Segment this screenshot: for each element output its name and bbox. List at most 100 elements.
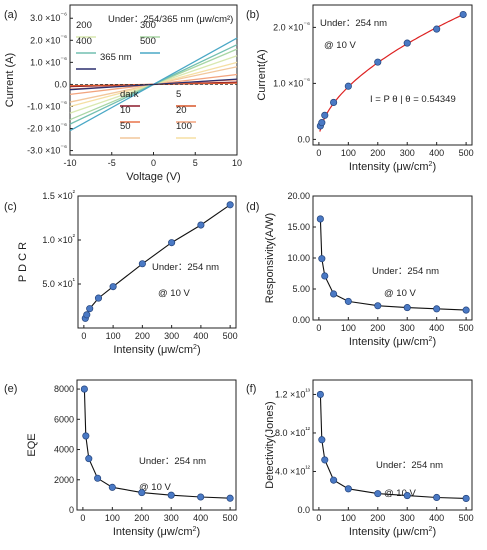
y-tick-label: 8.0 ×10¹² <box>275 427 311 438</box>
plot-frame <box>312 379 473 511</box>
data-point <box>462 494 470 502</box>
x-tick-label: 500 <box>223 331 238 341</box>
legend-entry-300: 300 <box>140 20 156 31</box>
data-point <box>330 98 338 106</box>
series-line <box>319 394 467 499</box>
data-point <box>138 489 146 497</box>
data-point <box>344 485 352 493</box>
annotation-condition: Under：254 nm <box>376 460 443 471</box>
fit-label: I = P θ | θ = 0.54349 <box>370 94 456 105</box>
legend-entry-100: 100 <box>176 121 192 132</box>
data-point <box>86 305 94 313</box>
y-tick-label: 0.00 <box>292 315 310 325</box>
y-tick-label: 6000 <box>54 414 74 424</box>
panel-b: (b) 0 100 200 300 400 500 0.0 1.0 ×10⁻⁶ 2.0 ×10⁻⁶… <box>246 4 474 173</box>
data-point <box>138 260 146 268</box>
x-tick-label: 300 <box>164 331 179 341</box>
data-point <box>403 39 411 47</box>
y-tick-label: 0.0 <box>54 79 67 89</box>
x-axis-label: Intensity (μw/cm2) <box>349 161 436 173</box>
data-point <box>168 239 176 247</box>
x-tick-label: 400 <box>193 331 208 341</box>
panel-label: (c) <box>4 201 17 213</box>
x-tick-label: 500 <box>459 148 474 158</box>
annotation-condition: Under：254 nm <box>152 262 219 273</box>
data-point <box>330 476 338 484</box>
y-tick-label: -3.0 ×10⁻⁶ <box>27 145 67 156</box>
y-tick-label: 10.00 <box>287 253 310 263</box>
x-tick-label: 500 <box>223 513 238 523</box>
legend-entry-20: 20 <box>176 105 187 116</box>
data-point <box>94 294 103 302</box>
y-tick-label: 2.0 ×10⁻⁶ <box>273 21 310 32</box>
x-tick-label: 100 <box>105 513 120 523</box>
x-tick-label: 400 <box>429 148 444 158</box>
legend-entry-5: 5 <box>176 89 181 100</box>
legend-entry-200: 200 <box>76 20 92 31</box>
y-axis-label: EQE <box>26 433 38 456</box>
x-tick-label: 100 <box>341 323 356 333</box>
x-tick-label: 5 <box>193 158 198 168</box>
y-tick-label: 15.00 <box>287 222 310 232</box>
legend-entry-365-nm: 365 nm <box>100 52 132 63</box>
panel-c: (c) 0 100 200 300 400 500 5.0 ×10¹ 1.0 ×10² 1.5 ×… <box>4 190 238 356</box>
data-point <box>108 483 116 491</box>
data-point <box>433 305 441 313</box>
y-tick-label: 1.0 ×10⁻⁶ <box>273 77 310 88</box>
data-point <box>316 215 324 223</box>
data-point <box>318 436 326 444</box>
data-point <box>321 456 329 464</box>
plot-frame <box>312 4 473 146</box>
annotation-bias: @ 10 V <box>324 40 356 51</box>
x-tick-label: 0 <box>81 331 86 341</box>
legend-title: Under：254/365 nm (μw/cm²) <box>108 14 233 25</box>
y-tick-label: 2000 <box>54 475 74 485</box>
y-tick-label: 1.2 ×10¹³ <box>275 388 311 399</box>
panel-label: (e) <box>4 383 17 395</box>
x-axis-label: Intensity (μw/cm2) <box>349 526 436 538</box>
panel-d: (d) 0 100 200 300 400 500 0.00 5.00 10.00 15.00 20.… <box>246 191 474 348</box>
y-tick-label: 0 <box>69 505 74 515</box>
data-point <box>109 283 117 291</box>
y-tick-label: 5.00 <box>292 284 310 294</box>
data-point <box>459 10 467 19</box>
x-tick-label: 400 <box>429 513 444 523</box>
data-point <box>403 304 411 312</box>
legend-entry-dark: dark <box>120 89 139 100</box>
y-tick-label: 20.00 <box>287 191 310 201</box>
x-axis-label: Intensity (μw/cm2) <box>113 344 200 356</box>
x-tick-label: 100 <box>341 148 356 158</box>
x-tick-label: 300 <box>400 148 415 158</box>
data-point <box>83 311 91 319</box>
data-point <box>321 272 329 280</box>
data-point <box>197 493 205 501</box>
data-point <box>316 390 324 398</box>
x-tick-label: 500 <box>459 513 474 523</box>
data-point <box>374 302 382 310</box>
panel-a: (a) -10 -5 0 5 10 -3.0 ×10⁻⁶ -2.0 ×10⁻⁶ -1.0 ×10… <box>4 4 242 183</box>
data-point <box>318 119 326 127</box>
data-point <box>403 492 411 500</box>
panel-e: (e) 0 100 200 300 400 500 0 2000 4000 6000 8000 Inte… <box>4 379 238 538</box>
y-tick-label: 1.0 ×10⁻⁶ <box>30 56 67 67</box>
plot-frame <box>76 379 237 511</box>
x-tick-label: 200 <box>370 323 385 333</box>
x-tick-label: 200 <box>135 331 150 341</box>
x-axis-label: Intensity (μw/cm2) <box>349 336 436 348</box>
data-point <box>318 255 326 263</box>
data-point <box>197 221 205 229</box>
y-axis-label: Detectivity(Jones) <box>264 401 276 488</box>
data-point <box>321 111 329 119</box>
y-tick-label: -1.0 ×10⁻⁶ <box>27 100 67 111</box>
x-tick-label: -5 <box>108 158 116 168</box>
y-tick-label: 4.0 ×10¹² <box>275 465 311 476</box>
y-tick-label: 2.0 ×10⁻⁶ <box>30 34 67 45</box>
y-axis-label: P D C R <box>17 242 29 282</box>
x-tick-label: 100 <box>106 331 121 341</box>
data-point <box>344 297 352 305</box>
plot-frame <box>77 195 237 329</box>
annotation-bias: @ 10 V <box>384 288 416 299</box>
y-tick-label: 8000 <box>54 384 74 394</box>
x-tick-label: 0 <box>316 148 321 158</box>
